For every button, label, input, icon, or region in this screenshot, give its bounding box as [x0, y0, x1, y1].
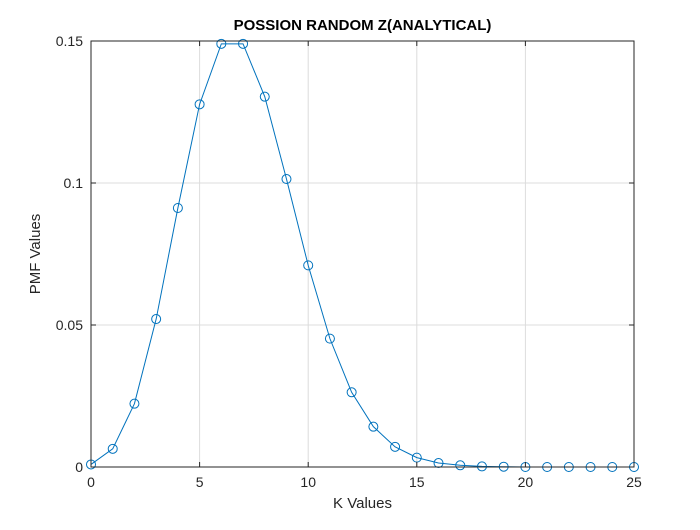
x-tick-label: 20: [518, 474, 534, 490]
data-point: [151, 314, 162, 325]
data-point: [346, 387, 357, 398]
ticks: 0 5 10 15 20 25 0 0.05 0.1 0.15: [56, 33, 642, 490]
y-tick-label: 0: [75, 459, 83, 475]
data-point: [172, 202, 183, 213]
x-tick-label: 5: [196, 474, 204, 490]
data-point: [129, 398, 140, 409]
data-point: [238, 38, 249, 49]
y-tick-label: 0.05: [56, 317, 83, 333]
data-point: [476, 461, 487, 472]
x-tick-label: 10: [300, 474, 316, 490]
chart-title: POSSION RANDOM Z(ANALYTICAL): [234, 17, 492, 34]
y-tick-label: 0.15: [56, 33, 83, 49]
plot-frame: [90, 40, 635, 468]
data-point: [216, 38, 227, 49]
x-tick-label: 15: [409, 474, 425, 490]
y-tick-label: 0.1: [64, 175, 84, 191]
data-point: [433, 458, 444, 469]
data-point: [455, 460, 466, 471]
plot-area: [91, 41, 634, 467]
x-axis-label: K Values: [333, 495, 392, 512]
data-point: [390, 441, 401, 452]
data-point: [281, 174, 292, 185]
data-point: [368, 421, 379, 432]
data-point: [107, 443, 118, 454]
x-tick-label: 25: [626, 474, 642, 490]
y-axis-label: PMF Values: [27, 214, 44, 295]
data-point: [194, 99, 205, 110]
data-point: [324, 333, 335, 344]
data-point: [303, 260, 314, 271]
data-point: [259, 91, 270, 102]
x-tick-label: 0: [87, 474, 95, 490]
